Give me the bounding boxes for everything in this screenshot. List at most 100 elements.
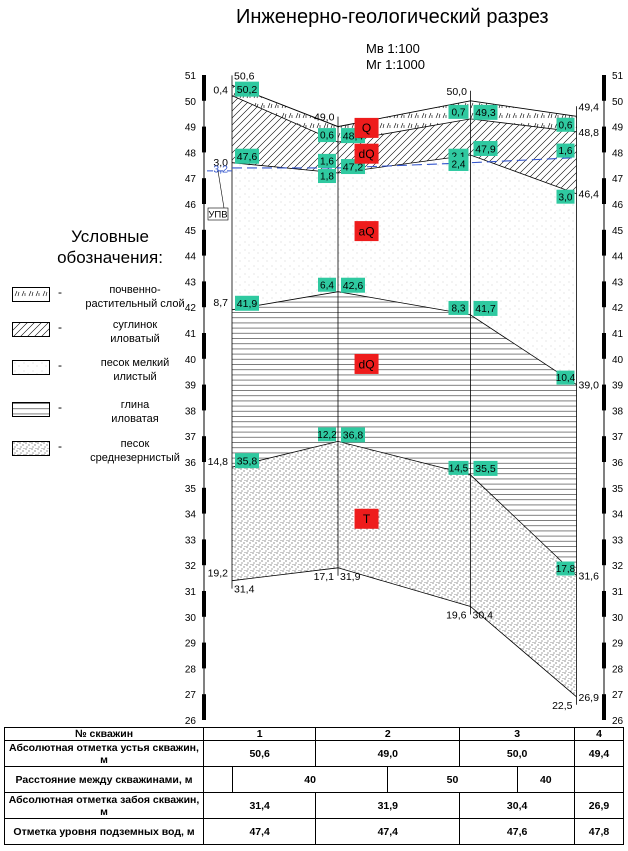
well-2-elev-box: 47,2 bbox=[341, 159, 365, 175]
right-scale-label: 51 bbox=[612, 71, 624, 82]
right-scale-segment bbox=[602, 126, 606, 153]
left-scale-label: 33 bbox=[185, 535, 197, 546]
well-4-depth-box: 1,6 bbox=[556, 143, 575, 158]
well-4-elev-label: 39,0 bbox=[579, 380, 600, 392]
layer-index-4-text: T bbox=[363, 512, 371, 526]
right-scale-label: 30 bbox=[612, 613, 624, 624]
right-scale-label: 40 bbox=[612, 355, 624, 366]
left-scale-label: 36 bbox=[185, 458, 197, 469]
layer-index-1: dQ bbox=[354, 143, 379, 164]
well-1-top-label: 50,6 bbox=[234, 70, 255, 82]
left-scale-segment bbox=[202, 281, 206, 308]
well-4-elev-label: 26,9 bbox=[579, 692, 600, 704]
fine-sand-swatch bbox=[12, 360, 50, 375]
well-1-depth-label: 0,4 bbox=[213, 85, 228, 97]
groundwater-tag-text: УПВ bbox=[208, 210, 227, 221]
left-scale-label: 30 bbox=[185, 613, 197, 624]
left-scale-label: 41 bbox=[185, 329, 197, 340]
well-4-depth-box-text: 3,0 bbox=[559, 192, 573, 203]
table-row-groundwater: Отметка уровня подземных вод, м 47,4 47,… bbox=[4, 818, 625, 845]
layer-index-1-text: dQ bbox=[359, 147, 375, 161]
well-3-depth-box: 8,3 bbox=[448, 300, 469, 315]
right-scale-label: 48 bbox=[612, 148, 624, 159]
well-3-elev-box: 47,9 bbox=[473, 140, 498, 156]
left-scale-label: 38 bbox=[185, 406, 197, 417]
right-scale-segment bbox=[602, 591, 606, 617]
right-scale-segment bbox=[602, 75, 606, 101]
well-4-depth-box: 10,4 bbox=[556, 370, 576, 385]
groundwater-line bbox=[232, 157, 577, 169]
table-row-distance: Расстояние между скважинами, м 40 50 40 bbox=[4, 766, 624, 793]
right-scale-segment bbox=[602, 436, 606, 462]
left-scale-segment bbox=[202, 178, 206, 204]
ground-surface bbox=[231, 84, 577, 128]
left-scale-segment bbox=[202, 333, 206, 359]
well-3-depth-box: 2,4 bbox=[448, 156, 469, 171]
right-scale-label: 36 bbox=[612, 458, 624, 469]
left-scale-segment bbox=[202, 539, 206, 566]
left-scale-label: 26 bbox=[185, 716, 197, 727]
left-scale-label: 34 bbox=[185, 510, 197, 521]
right-scale-segment bbox=[602, 281, 606, 308]
groundwater-tag: УПВ bbox=[207, 170, 229, 221]
legend-item-clay: - глина иловатая bbox=[10, 398, 190, 432]
well-2-depth-label: 17,1 bbox=[314, 571, 335, 583]
left-scale-label: 28 bbox=[185, 664, 197, 675]
right-scale-segment bbox=[602, 539, 606, 566]
left-scale-label: 43 bbox=[185, 277, 197, 288]
well-3-elev-box-text: 35,5 bbox=[475, 463, 496, 475]
well-1-elev-box-text: 47,6 bbox=[237, 151, 258, 163]
well-3-elev-box: 49,3 bbox=[473, 104, 498, 120]
right-scale-label: 39 bbox=[612, 381, 624, 392]
well-3-elev-box: 35,5 bbox=[473, 460, 498, 476]
boundary-soil bbox=[231, 95, 577, 143]
well-4-elev-label: 48,8 bbox=[579, 127, 600, 139]
left-scale-segment bbox=[202, 229, 206, 256]
boundary-clay bbox=[231, 440, 577, 576]
left-scale-segment bbox=[202, 642, 206, 669]
right-scale-label: 41 bbox=[612, 329, 624, 340]
left-scale-label: 45 bbox=[185, 226, 197, 237]
well-2-depth-box-text: 0,6 bbox=[320, 131, 334, 142]
layer-medium-sand bbox=[232, 441, 577, 697]
soil-swatch bbox=[12, 287, 50, 302]
right-scale-label: 47 bbox=[612, 174, 624, 185]
right-scale-label: 49 bbox=[612, 123, 624, 134]
left-scale-segment bbox=[202, 591, 206, 617]
left-scale-label: 42 bbox=[185, 303, 197, 314]
legend-title: Условные обозначения: bbox=[57, 227, 163, 267]
right-scale-label: 27 bbox=[612, 690, 624, 701]
right-scale-label: 34 bbox=[612, 510, 624, 521]
well-2-depth-box: 1,8 bbox=[318, 169, 336, 184]
well-2-depth-box: 0,6 bbox=[318, 128, 336, 143]
right-scale-segment bbox=[602, 384, 606, 411]
well-4-depth-label: 22,5 bbox=[552, 700, 573, 712]
left-scale-label: 31 bbox=[185, 587, 197, 598]
right-scale-segment bbox=[602, 487, 606, 514]
well-4-depth-box: 3,0 bbox=[556, 189, 575, 204]
left-scale-label: 44 bbox=[185, 252, 197, 263]
left-scale-label: 27 bbox=[185, 690, 197, 701]
right-scale-label: 50 bbox=[612, 97, 624, 108]
left-scale-segment bbox=[202, 436, 206, 462]
well-2-depth-box: 1,6 bbox=[318, 153, 336, 168]
well-1-depth-label: 19,2 bbox=[208, 568, 229, 580]
well-1-elev-label: 31,4 bbox=[234, 584, 255, 596]
well-2-depth-box: 12,2 bbox=[317, 427, 337, 442]
right-scale-label: 44 bbox=[612, 252, 624, 263]
left-scale-label: 32 bbox=[185, 561, 197, 572]
well-4-elev-label: 31,6 bbox=[579, 571, 600, 583]
left-scale-label: 49 bbox=[185, 123, 197, 134]
left-scale-segment bbox=[202, 126, 206, 153]
well-2-depth-box-text: 1,6 bbox=[320, 156, 334, 167]
layer-clay bbox=[232, 291, 577, 576]
left-scale-label: 47 bbox=[185, 174, 197, 185]
well-2-depth-box-text: 6,4 bbox=[320, 280, 334, 291]
well-1-elev-box-text: 50,2 bbox=[237, 84, 258, 96]
well-1-elev-box-text: 41,9 bbox=[237, 298, 258, 310]
layer-index-2-text: aQ bbox=[359, 224, 375, 238]
left-scale-label: 50 bbox=[185, 97, 197, 108]
well-4-depth-box-text: 0,6 bbox=[559, 120, 573, 131]
well-3-depth-box: 0,7 bbox=[448, 104, 469, 119]
